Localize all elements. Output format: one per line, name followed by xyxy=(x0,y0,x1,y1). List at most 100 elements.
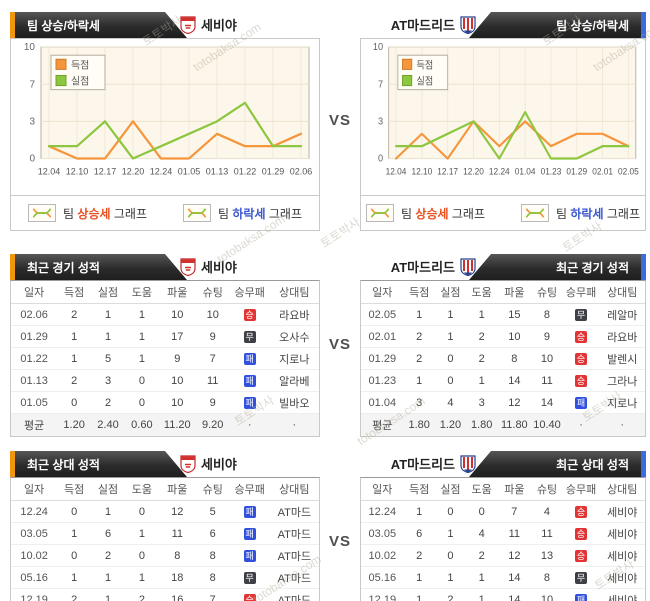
stat-value: 14 xyxy=(531,391,563,414)
opponent-name: 지로나 xyxy=(269,347,319,370)
fall-graph-text: 팀 하락세 그래프 xyxy=(556,206,640,221)
svg-text:7: 7 xyxy=(378,79,383,91)
result-cell: 무 xyxy=(562,566,600,589)
stat-value: 5 xyxy=(91,347,125,370)
stat-value: 1 xyxy=(403,500,435,523)
stat-value: 3 xyxy=(403,391,435,414)
stat-value: 0 xyxy=(124,544,159,567)
column-header: 일자 xyxy=(361,281,404,304)
result-cell: 패 xyxy=(229,369,270,392)
svg-text:12.20: 12.20 xyxy=(463,166,484,176)
column-header: 실점 xyxy=(91,281,125,304)
result-badge: 승 xyxy=(575,527,588,540)
svg-text:01.04: 01.04 xyxy=(515,166,536,176)
column-header: 파울 xyxy=(158,478,196,501)
svg-text:12.04: 12.04 xyxy=(38,167,60,177)
opponent-name: 세비야 xyxy=(599,522,645,545)
average-value: 1.20 xyxy=(434,413,467,436)
table-row: 02.01 2 1 2 10 9 승 라요바 xyxy=(361,325,645,348)
result-cell: 패 xyxy=(229,522,270,545)
stat-value: 10 xyxy=(195,303,230,326)
stat-value: 8 xyxy=(195,544,230,567)
average-value: · xyxy=(599,413,645,436)
stat-value: 1 xyxy=(403,566,435,589)
match-date: 01.22 xyxy=(11,347,58,370)
recent-panel-atmadrid: AT마드리드 최근 경기 성적 일자 득점 실점 도움 파울 슈팅 승무패 상대팀 02.05… xyxy=(360,252,646,437)
vs-column: VS xyxy=(320,449,360,601)
recent-header-left: 최근 경기 성적 세비야 xyxy=(10,252,320,280)
svg-text:득점: 득점 xyxy=(71,59,89,71)
svg-text:3: 3 xyxy=(378,116,383,128)
table-row: 01.05 0 2 0 10 9 패 빌바오 xyxy=(11,391,319,414)
column-header: 실점 xyxy=(434,478,467,501)
column-header: 도움 xyxy=(124,281,159,304)
column-header: 실점 xyxy=(434,281,467,304)
tab-accent-orange xyxy=(10,12,15,38)
stat-value: 17 xyxy=(158,325,196,348)
result-badge: 승 xyxy=(575,352,588,365)
team-label-sevilla: 세비야 xyxy=(180,454,237,473)
opponent-name: 레알마 xyxy=(599,303,645,326)
match-date: 05.16 xyxy=(361,566,404,589)
match-date: 01.04 xyxy=(361,391,404,414)
result-badge: 무 xyxy=(243,571,256,584)
svg-text:12.10: 12.10 xyxy=(411,166,432,176)
tab-accent-orange xyxy=(10,254,15,280)
opponent-name: 그라나 xyxy=(599,369,645,392)
result-cell: 패 xyxy=(562,391,600,414)
column-header: 득점 xyxy=(403,281,435,304)
table-row: 12.24 0 1 0 12 5 패 AT마드 xyxy=(11,500,319,523)
stat-value: 2 xyxy=(91,391,125,414)
tab-accent-orange xyxy=(10,451,15,477)
opponent-name: AT마드 xyxy=(269,500,319,523)
graph-legend-left: 팀 상승세 그래프 팀 하락세 그래프 xyxy=(10,196,320,231)
match-date: 01.05 xyxy=(11,391,58,414)
opponent-name: 알라베 xyxy=(269,369,319,392)
svg-text:12.04: 12.04 xyxy=(386,166,407,176)
stat-value: 4 xyxy=(434,391,467,414)
vs-label: VS xyxy=(328,112,351,129)
h2h-table-sevilla: 일자 득점 실점 도움 파울 슈팅 승무패 상대팀 12.24 0 1 0 12 5 패 AT마드 03.05… xyxy=(10,477,320,601)
stat-value: 8 xyxy=(531,303,563,326)
stat-value: 1 xyxy=(124,522,159,545)
column-header: 승무패 xyxy=(229,281,270,304)
stat-value: 2 xyxy=(466,347,498,370)
result-badge: 승 xyxy=(575,374,588,387)
result-badge: 승 xyxy=(575,330,588,343)
sevilla-logo-icon xyxy=(180,454,196,473)
table-row: 01.23 1 0 1 14 11 승 그라나 xyxy=(361,369,645,392)
stat-value: 14 xyxy=(497,369,532,392)
average-row: 평균 1.20 2.40 0.60 11.20 9.20 · · xyxy=(11,413,319,436)
graph-legend-right: 팀 상승세 그래프 팀 하락세 그래프 xyxy=(360,196,646,231)
table-row: 01.04 3 4 3 12 14 패 지로나 xyxy=(361,391,645,414)
result-cell: 승 xyxy=(229,588,270,601)
tab-accent-blue xyxy=(641,254,646,280)
stat-value: 0 xyxy=(434,347,467,370)
svg-text:7: 7 xyxy=(29,79,35,90)
stat-value: 0 xyxy=(57,544,92,567)
svg-text:02.06: 02.06 xyxy=(290,167,312,177)
stat-value: 0 xyxy=(124,500,159,523)
svg-text:득점: 득점 xyxy=(416,59,433,72)
sevilla-logo-icon xyxy=(180,15,196,34)
team-name: AT마드리드 xyxy=(390,18,455,33)
svg-text:01.23: 01.23 xyxy=(541,166,562,176)
result-cell: 무 xyxy=(229,566,270,589)
stat-value: 11 xyxy=(531,369,563,392)
column-header: 득점 xyxy=(57,281,92,304)
vs-label: VS xyxy=(328,533,351,550)
stat-value: 1 xyxy=(403,588,435,601)
stat-value: 1 xyxy=(403,369,435,392)
stat-value: 1 xyxy=(466,303,498,326)
opponent-name: 세비야 xyxy=(599,500,645,523)
stat-value: 8 xyxy=(195,566,230,589)
stat-value: 1 xyxy=(91,588,125,601)
match-date: 10.02 xyxy=(11,544,58,567)
fall-graph-legend: 팀 하락세 그래프 xyxy=(183,204,302,222)
h2h-tab-left: 최근 상대 성적 xyxy=(10,451,187,477)
stat-value: 2 xyxy=(403,544,435,567)
stat-value: 1 xyxy=(91,566,125,589)
stat-value: 14 xyxy=(497,588,532,601)
rise-graph-text: 팀 상승세 그래프 xyxy=(401,206,485,221)
column-header: 승무패 xyxy=(229,478,270,501)
